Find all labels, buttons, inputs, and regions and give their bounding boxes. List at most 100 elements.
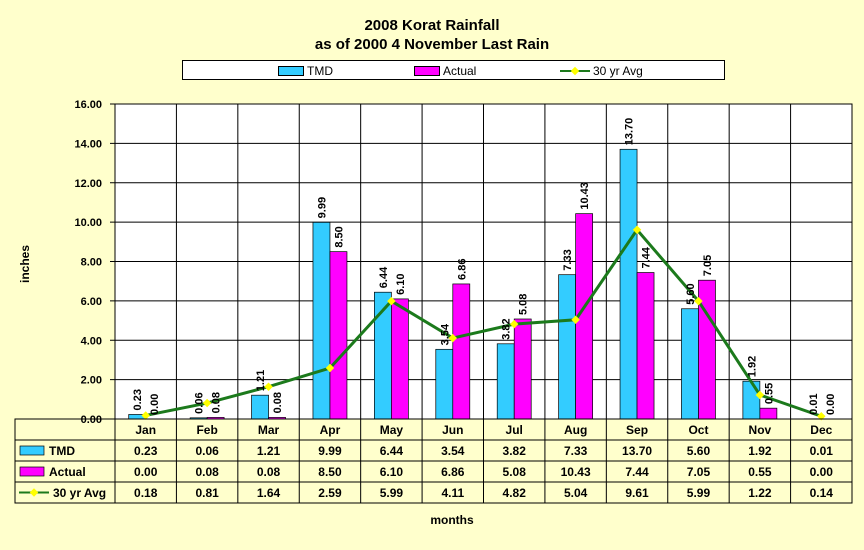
table-cell: 0.23 — [134, 444, 158, 458]
data-label-tmd: 1.92 — [746, 356, 758, 377]
chart-subtitle: as of 2000 4 November Last Rain — [314, 36, 550, 53]
table-cell: 1.21 — [257, 444, 281, 458]
table-series-name: TMD — [49, 444, 75, 458]
y-tick-label: 8.00 — [81, 257, 102, 269]
data-label-tmd: 13.70 — [624, 118, 636, 146]
data-label-actual: 5.08 — [518, 294, 530, 315]
data-label-actual: 0.08 — [211, 392, 223, 413]
x-tick-label: Aug — [564, 423, 587, 437]
table-key-marker — [29, 488, 39, 497]
bar-actual — [513, 318, 532, 420]
data-label-tmd: 0.23 — [132, 389, 144, 410]
x-tick-label: Mar — [258, 423, 280, 437]
bar-tmd — [496, 343, 515, 420]
table-cell: 0.81 — [195, 486, 219, 500]
data-label-tmd: 5.60 — [685, 283, 697, 304]
table-cell: 5.99 — [380, 486, 404, 500]
data-label-actual: 7.05 — [702, 255, 714, 276]
data-label-tmd: 9.99 — [316, 197, 328, 218]
data-label-actual: 0.55 — [763, 383, 775, 404]
avg-line — [145, 227, 822, 418]
data-label-tmd: 7.33 — [562, 249, 574, 270]
table-cell: 1.92 — [748, 444, 772, 458]
x-tick-label: Jan — [135, 423, 156, 437]
avg-point — [755, 390, 765, 400]
table-cell: 1.64 — [257, 486, 281, 500]
bar-tmd — [742, 380, 761, 420]
avg-point — [264, 382, 273, 391]
table-cell: 0.55 — [748, 465, 772, 479]
x-tick-label: Apr — [320, 423, 341, 437]
x-tick-label: Oct — [688, 423, 708, 437]
bar-actual — [452, 283, 471, 420]
y-tick-label: 6.00 — [81, 296, 102, 308]
data-label-actual: 0.00 — [149, 394, 161, 415]
table-cell: 0.08 — [195, 465, 219, 479]
data-label-tmd: 1.21 — [255, 370, 267, 391]
table-cell: 2.59 — [318, 486, 342, 500]
y-tick-label: 14.00 — [74, 138, 102, 150]
table-cell: 0.08 — [257, 465, 281, 479]
bar-tmd — [312, 221, 331, 420]
x-tick-label: Jun — [442, 423, 463, 437]
data-label-tmd: 3.82 — [501, 318, 513, 339]
table-cell: 1.22 — [748, 486, 772, 500]
table-key-actual — [19, 466, 45, 477]
bar-actual — [636, 272, 655, 420]
bar-actual — [391, 298, 409, 420]
table-cell: 10.43 — [561, 465, 591, 479]
x-tick-label: Feb — [196, 423, 217, 437]
chart-title: 2008 Korat Rainfall — [364, 17, 500, 34]
x-tick-label: Nov — [749, 423, 772, 437]
data-label-tmd: 0.01 — [808, 393, 820, 414]
data-label-actual: 6.86 — [456, 259, 468, 280]
legend-label-avg: 30 yr Avg — [593, 63, 643, 78]
table-cell: 0.01 — [810, 444, 834, 458]
table-cell: 7.33 — [564, 444, 588, 458]
x-axis-title: months — [430, 513, 474, 527]
table-cell: 13.70 — [622, 444, 652, 458]
data-label-tmd: 3.54 — [439, 323, 451, 345]
table-cell: 0.18 — [134, 486, 158, 500]
legend: TMD Actual 30 yr Avg — [182, 60, 725, 80]
table-cell: 0.06 — [195, 444, 219, 458]
avg-point — [571, 315, 580, 325]
bar-tmd — [558, 274, 576, 420]
table-cell: 5.04 — [564, 486, 588, 500]
avg-point — [325, 363, 335, 373]
table-cell: 9.61 — [625, 486, 649, 500]
table-cell: 4.82 — [503, 486, 527, 500]
legend-swatch-actual — [414, 65, 440, 76]
table-cell: 6.10 — [380, 465, 404, 479]
bar-tmd — [251, 394, 269, 420]
y-tick-label: 16.00 — [74, 99, 102, 111]
table-cell: 6.44 — [380, 444, 404, 458]
table-cell: 5.60 — [687, 444, 711, 458]
avg-point — [141, 411, 150, 420]
table-cell: 7.05 — [687, 465, 711, 479]
table-key-tmd — [19, 445, 45, 456]
legend-item-avg: 30 yr Avg — [560, 63, 643, 78]
table-cell: 5.99 — [687, 486, 711, 500]
bar-actual — [329, 251, 348, 420]
legend-item-tmd: TMD — [278, 63, 333, 78]
data-label-actual: 7.44 — [641, 246, 653, 268]
avg-point — [387, 296, 396, 306]
table-cell: 0.00 — [810, 465, 834, 479]
y-tick-label: 12.00 — [74, 178, 102, 190]
y-tick-label: 2.00 — [81, 375, 102, 387]
legend-label-tmd: TMD — [307, 63, 333, 78]
table-cell: 5.08 — [503, 465, 527, 479]
x-tick-label: May — [380, 423, 404, 437]
table-cell: 0.00 — [134, 465, 158, 479]
legend-swatch-tmd — [278, 65, 304, 76]
bar-tmd — [681, 308, 699, 420]
avg-point — [694, 296, 703, 306]
legend-label-actual: Actual — [443, 63, 477, 78]
y-tick-label: 0.00 — [81, 414, 102, 426]
bar-tmd — [435, 348, 454, 420]
data-label-actual: 0.00 — [825, 394, 837, 415]
x-tick-label: Sep — [626, 423, 648, 437]
data-label-tmd: 6.44 — [378, 266, 390, 288]
